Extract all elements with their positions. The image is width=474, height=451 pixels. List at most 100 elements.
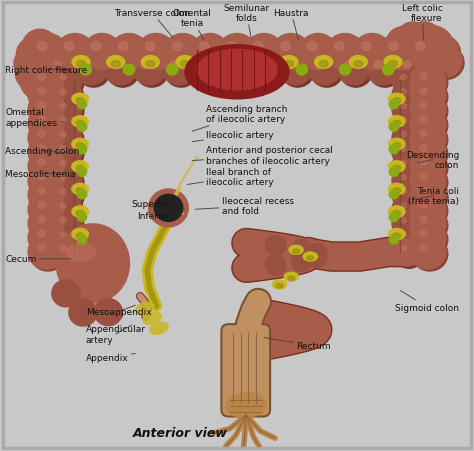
- Ellipse shape: [303, 253, 318, 262]
- Text: Mesoappendix: Mesoappendix: [86, 305, 151, 316]
- Ellipse shape: [72, 229, 88, 240]
- Circle shape: [52, 238, 82, 267]
- Circle shape: [308, 42, 317, 51]
- Circle shape: [30, 81, 66, 115]
- Circle shape: [218, 34, 256, 70]
- Circle shape: [412, 209, 448, 243]
- Ellipse shape: [72, 94, 88, 105]
- Circle shape: [52, 110, 82, 139]
- Circle shape: [339, 65, 351, 76]
- Circle shape: [30, 138, 66, 172]
- Ellipse shape: [136, 303, 154, 315]
- Circle shape: [52, 96, 82, 124]
- Circle shape: [394, 212, 424, 240]
- Ellipse shape: [72, 184, 88, 195]
- Circle shape: [52, 67, 82, 96]
- Circle shape: [356, 37, 393, 73]
- Circle shape: [54, 126, 84, 155]
- Circle shape: [389, 213, 399, 222]
- Circle shape: [401, 189, 406, 195]
- Circle shape: [38, 88, 45, 95]
- Text: Tenia coli
(free tenia): Tenia coli (free tenia): [408, 187, 459, 206]
- Circle shape: [401, 104, 406, 110]
- Circle shape: [200, 42, 209, 51]
- Circle shape: [410, 207, 446, 241]
- Circle shape: [401, 232, 406, 238]
- Ellipse shape: [72, 161, 88, 173]
- Circle shape: [54, 154, 84, 183]
- Circle shape: [250, 55, 282, 86]
- Circle shape: [54, 226, 84, 254]
- Text: Ileocecal recess
and fold: Ileocecal recess and fold: [195, 197, 294, 216]
- Circle shape: [139, 37, 177, 73]
- Circle shape: [191, 34, 229, 70]
- Circle shape: [299, 34, 337, 70]
- Circle shape: [429, 47, 464, 80]
- Text: Cecum: Cecum: [5, 255, 71, 264]
- Circle shape: [38, 159, 45, 166]
- Circle shape: [28, 235, 64, 270]
- Circle shape: [137, 34, 175, 70]
- Circle shape: [410, 121, 446, 156]
- Circle shape: [383, 37, 420, 73]
- Text: Left colic
flexure: Left colic flexure: [401, 4, 443, 41]
- Ellipse shape: [392, 189, 401, 194]
- Text: Omental
appendices: Omental appendices: [5, 108, 64, 127]
- Circle shape: [401, 146, 406, 152]
- Circle shape: [28, 72, 63, 105]
- Circle shape: [60, 89, 66, 95]
- Circle shape: [389, 146, 399, 154]
- Circle shape: [28, 79, 64, 113]
- Circle shape: [192, 55, 224, 86]
- Circle shape: [389, 235, 399, 244]
- Circle shape: [223, 57, 255, 88]
- Ellipse shape: [146, 61, 155, 68]
- Circle shape: [427, 45, 462, 78]
- Ellipse shape: [392, 233, 401, 239]
- Circle shape: [170, 62, 178, 69]
- Circle shape: [389, 168, 399, 177]
- Circle shape: [394, 197, 424, 226]
- Circle shape: [412, 123, 448, 157]
- Circle shape: [54, 112, 84, 141]
- Circle shape: [420, 202, 427, 209]
- Circle shape: [104, 55, 137, 86]
- Circle shape: [17, 38, 52, 71]
- Circle shape: [410, 164, 446, 198]
- Circle shape: [401, 75, 406, 81]
- Circle shape: [30, 180, 66, 214]
- Circle shape: [78, 57, 109, 88]
- Circle shape: [199, 62, 207, 69]
- Circle shape: [60, 132, 66, 138]
- Circle shape: [420, 117, 427, 124]
- Circle shape: [60, 118, 66, 124]
- Circle shape: [420, 174, 427, 180]
- Circle shape: [412, 138, 448, 172]
- Circle shape: [412, 66, 448, 101]
- Circle shape: [30, 123, 66, 157]
- Circle shape: [37, 42, 47, 51]
- Circle shape: [253, 65, 264, 76]
- Circle shape: [164, 34, 202, 70]
- Ellipse shape: [215, 61, 224, 68]
- Circle shape: [60, 189, 66, 195]
- Circle shape: [52, 167, 82, 196]
- Circle shape: [420, 245, 427, 252]
- Circle shape: [52, 224, 82, 253]
- Circle shape: [392, 67, 422, 96]
- Circle shape: [272, 34, 310, 70]
- Circle shape: [28, 93, 64, 127]
- Circle shape: [394, 240, 424, 269]
- Circle shape: [389, 190, 399, 199]
- Text: Ascending branch
of ileocolic artery: Ascending branch of ileocolic artery: [192, 104, 288, 132]
- Circle shape: [389, 123, 399, 132]
- Circle shape: [396, 23, 431, 56]
- Circle shape: [423, 35, 458, 68]
- Circle shape: [410, 235, 446, 270]
- Text: Appendix: Appendix: [86, 354, 136, 363]
- Ellipse shape: [250, 61, 259, 68]
- Circle shape: [401, 161, 406, 166]
- Circle shape: [22, 30, 57, 64]
- Circle shape: [165, 57, 197, 88]
- Circle shape: [28, 221, 64, 255]
